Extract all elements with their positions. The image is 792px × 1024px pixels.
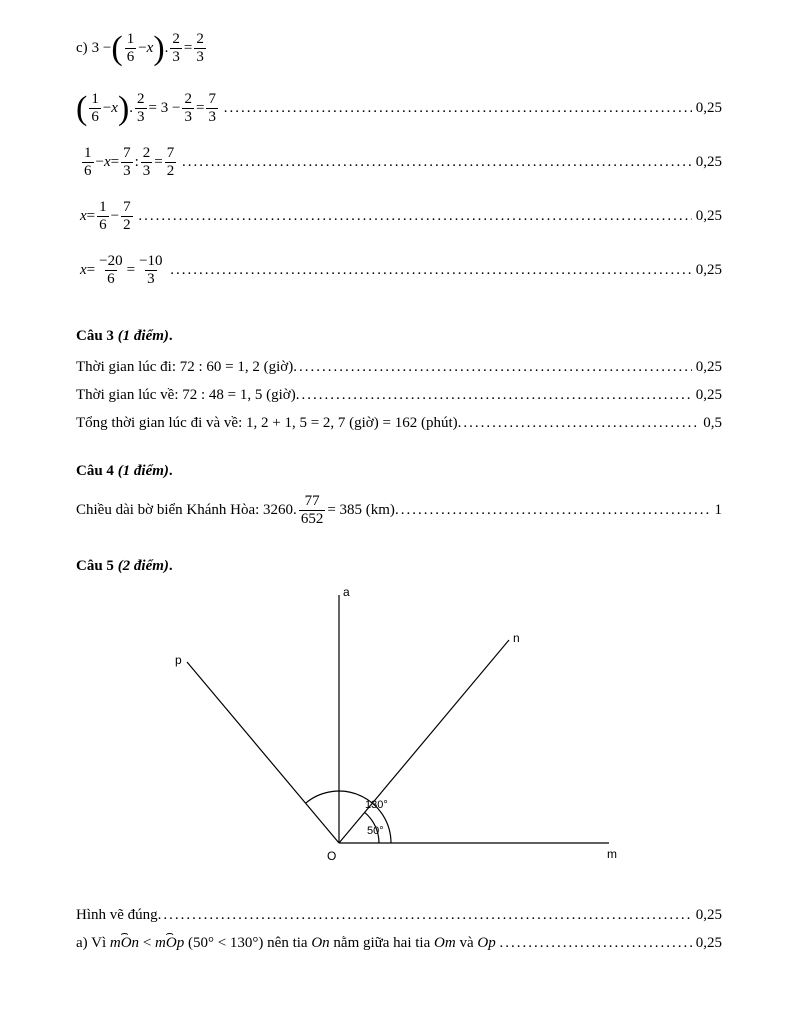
cau5-title: Câu 5 (2 điểm). xyxy=(76,558,722,575)
cau3-line3: Tổng thời gian lúc đi và về: 1, 2 + 1, 5… xyxy=(76,409,722,437)
text: a) Vì mOn < mOp (50° < 130°) nên tia On … xyxy=(76,935,496,952)
score: 0,25 xyxy=(692,154,722,171)
dots xyxy=(296,387,692,404)
label-p: p xyxy=(175,653,182,667)
dots xyxy=(293,359,692,376)
partc-main: c) 3 − ( 16 − x ). 23 = 23 xyxy=(76,26,722,70)
dots xyxy=(458,415,700,432)
partc-step2: 16 − x = 73 : 23 = 72 0,25 xyxy=(76,140,722,184)
label-m: m xyxy=(607,847,617,861)
partc-step1-expr: ( 16 − x ). 23 = 3 − 23 = 73 xyxy=(76,91,220,125)
cau3-title: Câu 3 (1 điểm). xyxy=(76,328,722,345)
label-n: n xyxy=(513,631,520,645)
label-a: a xyxy=(343,585,350,599)
partc-expr: 3 − ( 16 − x ). 23 = 23 xyxy=(92,31,208,65)
label-ang50: 50° xyxy=(367,825,384,837)
cau5-line2: a) Vì mOn < mOp (50° < 130°) nên tia On … xyxy=(76,929,722,957)
arc-mOp: mOp xyxy=(155,935,184,952)
cau4-line: Chiều dài bờ biển Khánh Hòa: 3260. 77652… xyxy=(76,488,722,532)
score: 0,25 xyxy=(692,208,722,225)
text: Hình vẽ đúng xyxy=(76,907,158,924)
label-ang130: 130° xyxy=(365,799,388,811)
partc-step4: x = −206 = −103 0,25 xyxy=(76,248,722,292)
score: 0,25 xyxy=(692,387,722,404)
dots xyxy=(170,262,691,279)
score: 0,25 xyxy=(692,907,722,924)
text: Thời gian lúc đi: 72 : 60 = 1, 2 (giờ) xyxy=(76,359,293,376)
dots xyxy=(182,154,692,171)
dots xyxy=(138,208,691,225)
partc-label: c) xyxy=(76,40,88,57)
cau4-expr: Chiều dài bờ biển Khánh Hòa: 3260. 77652… xyxy=(76,493,395,527)
page: c) 3 − ( 16 − x ). 23 = 23 ( 16 − x ). 2… xyxy=(0,0,792,1024)
partc-step1: ( 16 − x ). 23 = 3 − 23 = 73 0,25 xyxy=(76,86,722,130)
dots xyxy=(158,907,692,924)
text: Thời gian lúc về: 72 : 48 = 1, 5 (giờ) xyxy=(76,387,296,404)
score: 0,25 xyxy=(692,935,722,952)
cau4-title: Câu 4 (1 điểm). xyxy=(76,463,722,480)
cau5-figure: O m n a p 130° 50° xyxy=(169,583,629,883)
cau3-line1: Thời gian lúc đi: 72 : 60 = 1, 2 (giờ) 0… xyxy=(76,353,722,381)
partc-step4-expr: x = −206 = −103 xyxy=(76,253,167,287)
partc-step3-expr: x = 16 − 72 xyxy=(76,199,135,233)
score: 0,25 xyxy=(692,100,722,117)
cau3-line2: Thời gian lúc về: 72 : 48 = 1, 5 (giờ) 0… xyxy=(76,381,722,409)
dots xyxy=(224,100,692,117)
text: Tổng thời gian lúc đi và về: 1, 2 + 1, 5… xyxy=(76,415,458,432)
arc-mOn: mOn xyxy=(110,935,139,952)
label-O: O xyxy=(327,849,336,863)
score: 0,25 xyxy=(692,359,722,376)
angle-diagram xyxy=(169,583,629,883)
partc-step3: x = 16 − 72 0,25 xyxy=(76,194,722,238)
partc-step2-expr: 16 − x = 73 : 23 = 72 xyxy=(76,145,178,179)
score: 1 xyxy=(711,502,723,519)
score: 0,25 xyxy=(692,262,722,279)
score: 0,5 xyxy=(699,415,722,432)
dots xyxy=(395,502,711,519)
dots xyxy=(499,935,691,952)
